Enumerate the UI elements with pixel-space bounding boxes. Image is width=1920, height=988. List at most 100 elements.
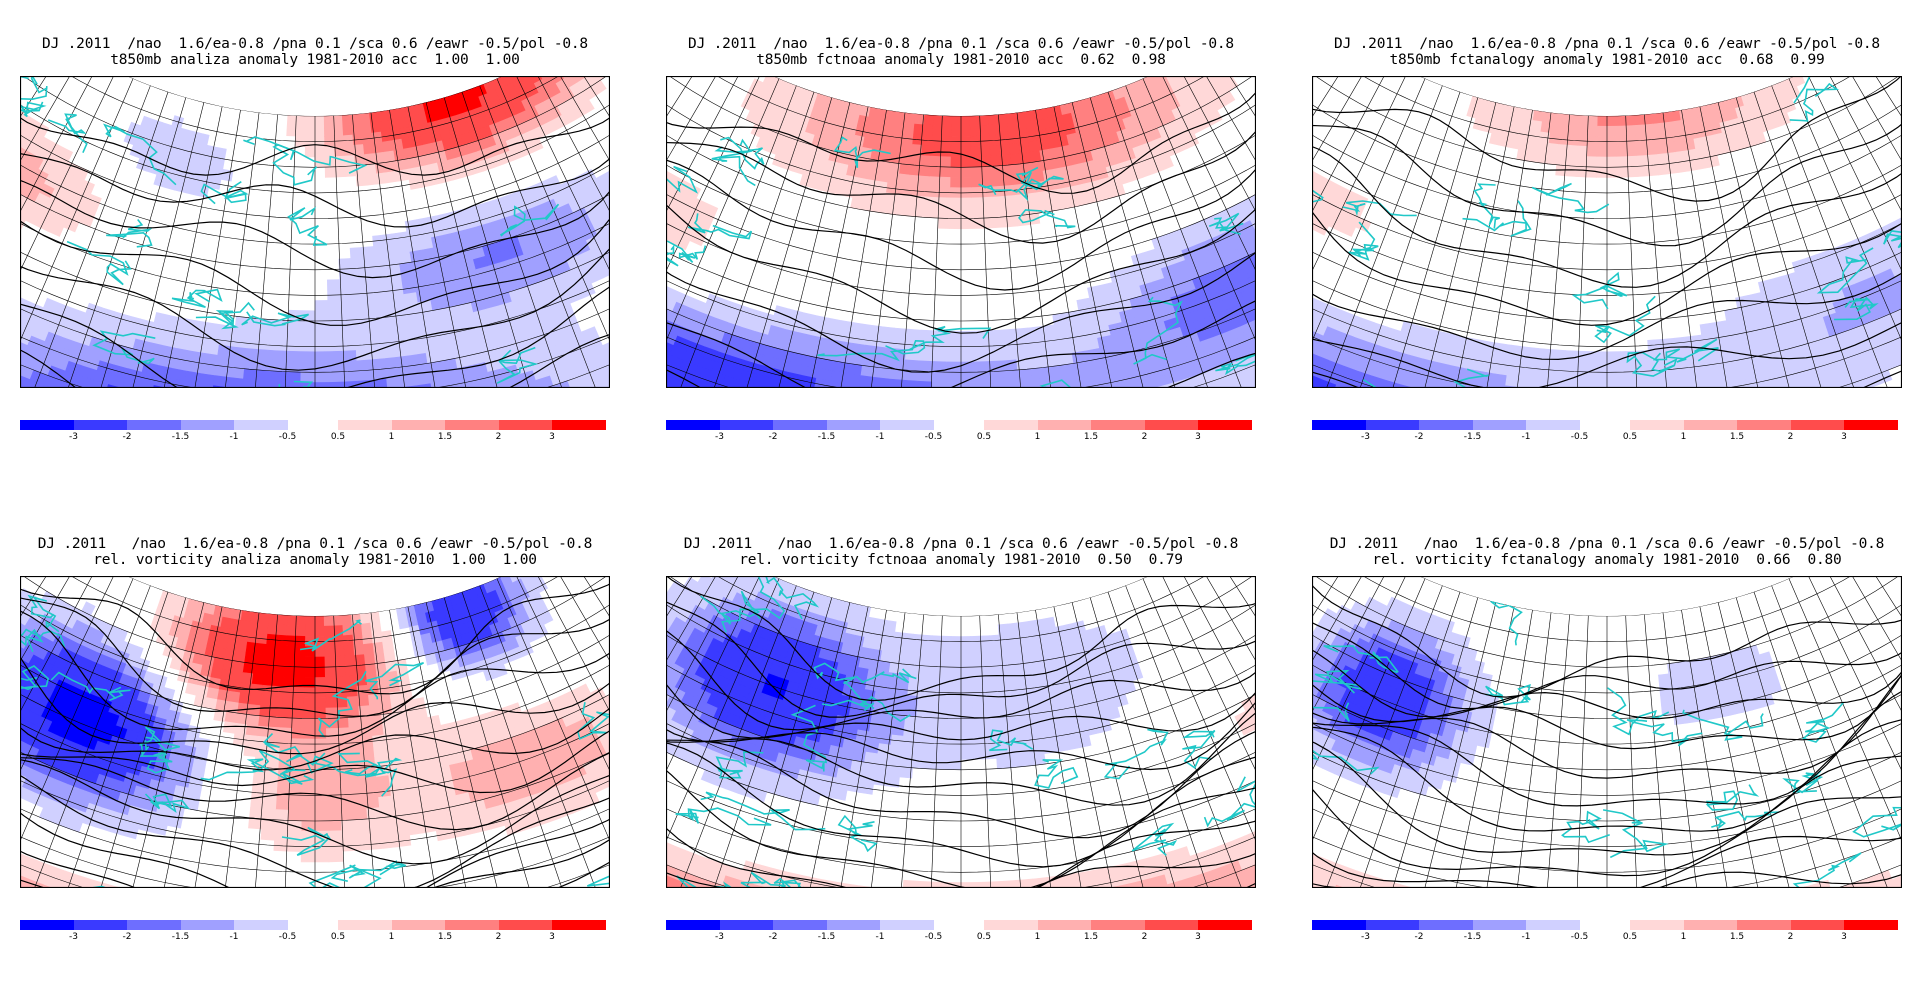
colorbar-tick-label: -1 [229, 432, 239, 442]
colorbar-swatch [1683, 420, 1737, 430]
colorbar-swatch [73, 920, 127, 930]
colorbar-tick-label: 1.5 [437, 432, 453, 442]
colorbar-swatch [666, 920, 720, 930]
colorbar-swatch [552, 920, 606, 930]
colorbar-tick-label: 1.5 [1729, 932, 1745, 942]
map-panel: DJ .2011 /nao 1.6/ea-0.8 /pna 0.1 /sca 0… [0, 10, 870, 527]
colorbar-tick-label: -3 [69, 432, 78, 442]
colorbar-tick-label: -2 [122, 432, 132, 442]
colorbar-swatch [552, 420, 606, 430]
colorbar-swatch [338, 420, 392, 430]
colorbar-swatch [773, 420, 827, 430]
colorbar-swatch [73, 420, 127, 430]
panel-title-line1: DJ .2011 /nao 1.6/ea-0.8 /pna 0.1 /sca 0… [1329, 536, 1885, 552]
colorbar-swatch [1526, 920, 1580, 930]
panel-title-line2: rel. vorticity fctanalogy anomaly 1981-2… [1372, 552, 1842, 568]
map-svg [0, 510, 870, 988]
colorbar-swatch [1312, 420, 1366, 430]
colorbar-swatch [498, 920, 552, 930]
map-frame [406, 10, 1516, 527]
colorbar-swatch [984, 420, 1038, 430]
colorbar-tick-label: -1.5 [1463, 432, 1482, 442]
colorbar-tick-label: 3 [1195, 432, 1201, 442]
colorbar-tick-label: 2 [1141, 932, 1148, 942]
map-frame [406, 510, 1516, 988]
map-panel: DJ .2011 /nao 1.6/ea-0.8 /pna 0.1 /sca 0… [406, 10, 1516, 527]
colorbar-swatch [391, 920, 445, 930]
panel-title-line1: DJ .2011 /nao 1.6/ea-0.8 /pna 0.1 /sca 0… [42, 36, 588, 52]
panel-title: DJ .2011 /nao 1.6/ea-0.8 /pna 0.1 /sca 0… [666, 536, 1256, 568]
panel-title-line2: rel. vorticity analiza anomaly 1981-2010… [93, 552, 537, 568]
map-svg [0, 10, 870, 527]
map-border [1311, 75, 1903, 389]
colorbar-tick-label: -2 [1414, 932, 1424, 942]
colorbar-swatch [1091, 420, 1145, 430]
panel-title: DJ .2011 /nao 1.6/ea-0.8 /pna 0.1 /sca 0… [20, 536, 610, 568]
map-panel: DJ .2011 /nao 1.6/ea-0.8 /pna 0.1 /sca 0… [0, 510, 870, 988]
colorbar-swatch [880, 420, 934, 430]
colorbar-tick-label: 2 [1787, 932, 1794, 942]
colorbar-swatch [1091, 920, 1145, 930]
colorbar-swatch [1526, 420, 1580, 430]
colorbar-swatch [445, 920, 499, 930]
colorbar-swatch [1844, 420, 1898, 430]
colorbar-tick-label: 1 [1680, 432, 1687, 442]
colorbar-tick-label: 1.5 [437, 932, 453, 942]
map-svg [1052, 510, 1920, 988]
colorbar-tick-label: 0.5 [1622, 432, 1638, 442]
colorbar-swatch [127, 420, 181, 430]
colorbar-tick-label: 3 [549, 432, 555, 442]
colorbar-tick-label: -1.5 [171, 432, 190, 442]
colorbar-tick-label: -3 [1361, 432, 1370, 442]
colorbar-swatch [1419, 920, 1473, 930]
colorbar-tick-label: 0.5 [976, 932, 992, 942]
panel-title: DJ .2011 /nao 1.6/ea-0.8 /pna 0.1 /sca 0… [1312, 536, 1902, 568]
colorbar-swatch [826, 420, 880, 430]
colorbar-tick-label: -2 [1414, 432, 1424, 442]
colorbar-tick-label: 3 [1841, 432, 1847, 442]
colorbar-tick-label: -1.5 [817, 432, 836, 442]
colorbar: -3 -2 -1.5 -1 -0.5 0.5 1 1.5 2 3 [666, 920, 1256, 950]
colorbar-tick-label: -1 [1521, 932, 1531, 942]
colorbar: -3 -2 -1.5 -1 -0.5 0.5 1 1.5 2 3 [1312, 420, 1902, 450]
colorbar-tick-label: 1.5 [1729, 432, 1745, 442]
colorbar-swatch [1365, 420, 1419, 430]
colorbar-tick-label: 3 [549, 932, 555, 942]
colorbar-swatch [1037, 420, 1091, 430]
colorbar-tick-label: -3 [1361, 932, 1370, 942]
colorbar-swatch [1144, 420, 1198, 430]
colorbar-swatch [666, 420, 720, 430]
colorbar-tick-label: -3 [715, 932, 724, 942]
colorbar-swatch [498, 420, 552, 430]
colorbar-swatch [180, 420, 234, 430]
panel-title-line1: DJ .2011 /nao 1.6/ea-0.8 /pna 0.1 /sca 0… [1334, 36, 1880, 52]
panel-title-line2: t850mb fctanalogy anomaly 1981-2010 acc … [1389, 52, 1825, 68]
colorbar-tick-label: 0.5 [330, 432, 346, 442]
panel-title-line2: t850mb analiza anomaly 1981-2010 acc 1.0… [110, 52, 520, 68]
map-frame [1052, 10, 1920, 527]
colorbar-swatch [20, 420, 74, 430]
colorbar-swatch [880, 920, 934, 930]
colorbar-tick-label: -2 [768, 432, 778, 442]
map-panel: DJ .2011 /nao 1.6/ea-0.8 /pna 0.1 /sca 0… [406, 510, 1516, 988]
colorbar-swatch [391, 420, 445, 430]
panel-title-line1: DJ .2011 /nao 1.6/ea-0.8 /pna 0.1 /sca 0… [37, 536, 593, 552]
colorbar-tick-label: 0.5 [330, 932, 346, 942]
colorbar-swatch [719, 420, 773, 430]
colorbar-tick-label: -1.5 [817, 932, 836, 942]
colorbar-tick-label: 2 [1787, 432, 1794, 442]
colorbar-tick-label: -0.5 [924, 932, 943, 942]
colorbar-tick-label: -1 [1521, 432, 1531, 442]
colorbar-swatch [234, 920, 288, 930]
map-svg [406, 10, 1516, 527]
colorbar-swatch [984, 920, 1038, 930]
colorbar-tick-label: 2 [495, 932, 502, 942]
map-border [1311, 575, 1903, 889]
colorbar: -3 -2 -1.5 -1 -0.5 0.5 1 1.5 2 3 [1312, 920, 1902, 950]
colorbar-tick-label: -1 [875, 932, 885, 942]
colorbar-swatch [1472, 420, 1526, 430]
colorbar-swatch [1790, 920, 1844, 930]
colorbar-tick-label: 1 [1680, 932, 1687, 942]
colorbar-tick-label: -0.5 [278, 932, 297, 942]
colorbar-tick-label: 1.5 [1083, 432, 1099, 442]
